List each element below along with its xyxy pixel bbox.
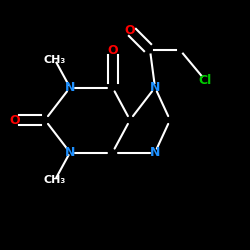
Text: CH₃: CH₃ — [44, 55, 66, 65]
Text: N: N — [65, 81, 75, 94]
Text: N: N — [150, 81, 160, 94]
Text: O: O — [10, 114, 20, 126]
Text: N: N — [65, 146, 75, 159]
Text: Cl: Cl — [198, 74, 211, 86]
Text: N: N — [150, 146, 160, 159]
Text: CH₃: CH₃ — [44, 175, 66, 185]
Text: O: O — [125, 24, 135, 36]
Text: O: O — [107, 44, 118, 57]
